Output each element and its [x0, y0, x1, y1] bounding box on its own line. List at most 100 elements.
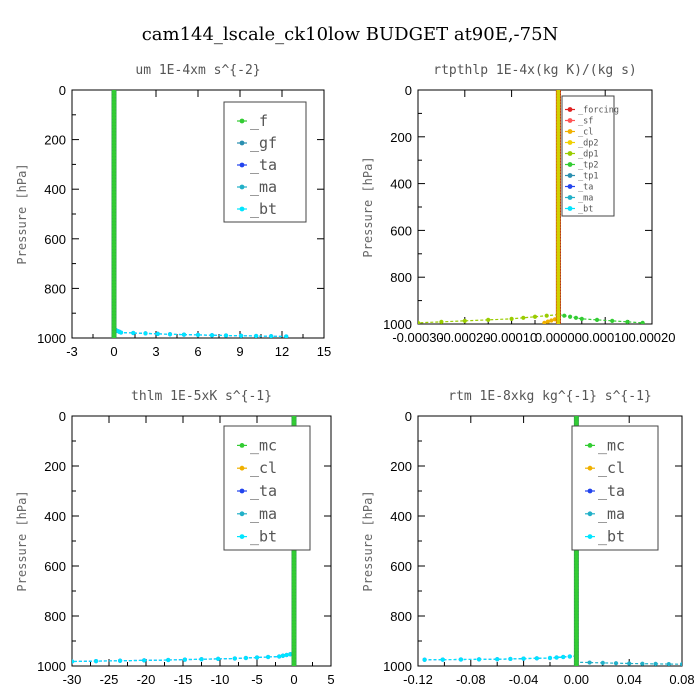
level-marker: [111, 277, 117, 282]
level-marker: [291, 610, 297, 615]
level-marker: [556, 304, 561, 309]
series-marker: [476, 657, 482, 662]
panel-2: rtpthlp 1E-4x(kg K)/(kg s) Pressure [hPa]…: [361, 63, 676, 345]
level-marker: [111, 233, 117, 238]
series-marker: [181, 332, 187, 337]
level-marker: [574, 551, 579, 556]
legend-entry: _cl: [250, 459, 277, 477]
level-marker: [556, 204, 561, 210]
series-marker: [679, 662, 682, 666]
legend-swatch-marker: [587, 443, 593, 448]
level-marker: [111, 267, 117, 272]
series-marker: [195, 332, 201, 337]
level-marker: [111, 326, 117, 331]
level-marker: [111, 283, 117, 288]
series-marker: [579, 316, 584, 321]
legend-box: [571, 425, 659, 551]
legend-entry: _f: [250, 112, 268, 130]
legend-entry: _ma: [578, 194, 593, 204]
series-marker: [254, 333, 259, 338]
level-marker: [291, 567, 297, 572]
series-marker: [439, 319, 444, 324]
y-tick-label: 600: [390, 559, 412, 574]
level-marker: [556, 143, 561, 148]
level-marker: [111, 335, 117, 338]
level-marker: [291, 651, 297, 656]
series-line-bt: [424, 416, 578, 661]
x-tick-label: -3: [66, 344, 78, 359]
level-marker: [574, 645, 579, 650]
level-marker: [291, 638, 297, 644]
legend-box: [223, 425, 311, 551]
panel-title: um 1E-4xm s^{-2}: [135, 63, 260, 78]
series-line-ta: [424, 416, 578, 661]
level-marker: [556, 257, 561, 262]
level-marker: [574, 607, 579, 612]
level-marker: [556, 280, 561, 286]
level-marker: [574, 629, 579, 634]
level-marker: [556, 187, 561, 192]
level-marker: [556, 266, 561, 271]
level-marker: [556, 199, 561, 204]
level-marker: [111, 122, 117, 127]
series-marker: [182, 657, 187, 662]
x-tick-label: 6: [194, 344, 201, 359]
x-tick-label: -10: [211, 672, 230, 687]
level-marker: [111, 205, 117, 210]
series-marker: [495, 657, 500, 662]
series-marker: [521, 315, 526, 320]
series-marker: [508, 656, 513, 662]
plot-frame: [417, 89, 653, 325]
level-marker: [111, 187, 117, 192]
level-marker: [556, 125, 561, 131]
series-marker: [545, 319, 550, 324]
level-marker: [291, 654, 297, 659]
level-marker: [556, 134, 561, 139]
level-marker: [111, 112, 117, 117]
legend-swatch-marker: [239, 511, 245, 517]
level-marker: [574, 582, 579, 587]
level-marker: [291, 620, 297, 625]
x-tick-label: 5: [327, 672, 334, 687]
level-marker: [556, 216, 561, 221]
figure-title: cam144_lscale_ck10low BUDGET at90E,-75N: [142, 24, 559, 45]
y-tick-label: 400: [44, 509, 66, 524]
level-marker: [111, 137, 117, 142]
level-marker: [556, 222, 561, 227]
level-marker: [111, 320, 117, 325]
level-marker: [556, 301, 561, 306]
level-marker: [291, 635, 297, 640]
series-marker: [509, 316, 514, 321]
level-marker: [291, 420, 297, 425]
legend-swatch-marker: [239, 162, 245, 168]
series-marker: [223, 333, 229, 338]
level-marker: [111, 298, 117, 303]
legend: _mc _cl _ta _ma _bt: [223, 425, 311, 551]
y-tick-label: 800: [390, 609, 412, 624]
level-marker: [111, 289, 117, 294]
level-marker: [556, 318, 561, 324]
level-marker: [111, 227, 117, 232]
legend-swatch-marker: [567, 140, 573, 145]
series-marker: [534, 656, 539, 661]
series-marker: [118, 658, 123, 663]
level-marker: [111, 109, 117, 114]
series-marker: [155, 331, 160, 336]
level-marker: [111, 177, 117, 182]
legend: _forcing_sf_cl_dp2_dp1_tp2_tp1_ta_ma_bt: [561, 95, 619, 217]
level-marker: [111, 270, 117, 275]
level-marker: [111, 221, 117, 226]
y-tick-label: 1000: [37, 331, 66, 346]
level-marker: [556, 175, 561, 180]
level-marker: [556, 178, 561, 183]
level-marker: [556, 163, 561, 169]
series-marker: [243, 655, 248, 661]
y-tick-label: 0: [59, 83, 66, 98]
level-marker: [556, 102, 561, 107]
level-marker: [111, 180, 117, 186]
level-marker: [291, 613, 297, 619]
legend-swatch-marker: [239, 534, 245, 539]
x-tick-label: 12: [275, 344, 289, 359]
series-marker: [280, 653, 285, 658]
